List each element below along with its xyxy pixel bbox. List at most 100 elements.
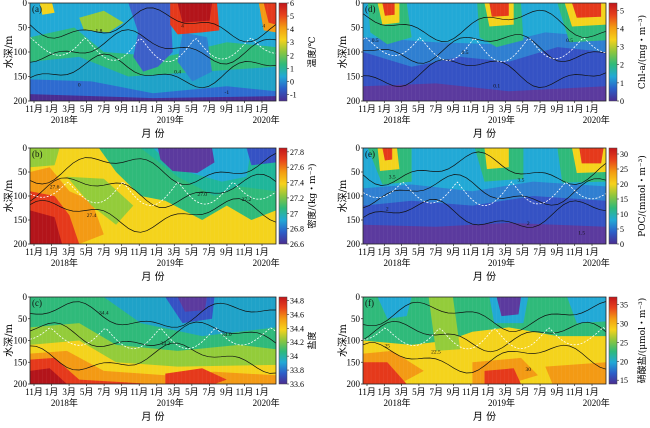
contour-label: 2 [386,206,389,212]
panel-label: (d) [365,4,376,14]
mixed-layer-line [363,36,606,63]
contour-label: 27.6 [50,184,60,190]
x-tick-label: 9月 [551,104,565,114]
x-tick-label: 1月 [481,104,495,114]
contour-label: 3.5 [389,175,396,181]
colorbar-tick-label: 5 [290,12,294,21]
y-tick-label: 100 [14,47,28,57]
contour-line [363,320,606,353]
colorbar-label: POC/(mmol・m⁻³) [637,155,648,237]
y-tick-label: 50 [351,167,361,177]
contour-label: 22.5 [431,350,441,356]
year-label: 2020年 [583,114,610,125]
colorbar-tick-label: 34.8 [290,296,304,305]
colorbar-label: 盐度 [306,331,318,349]
heatmap-region [177,3,212,23]
x-tick-label: 1月 [150,387,164,397]
colorbar-tick-label: 25 [620,338,628,347]
x-tick-label: 5月 [80,104,94,114]
heatmap-region [165,368,227,384]
contour-label: 34.4 [99,310,109,316]
contour-line [363,199,606,228]
x-tick-label: 9月 [115,247,129,257]
heatmap-region [263,3,276,25]
panel-label: (f) [365,298,374,308]
colorbar-tick-label: 34.4 [290,324,304,333]
x-tick-label: 9月 [115,387,129,397]
x-tick-label: 9月 [115,104,129,114]
x-tick-label: 7月 [533,387,547,397]
x-tick-label: 11月 [130,104,148,114]
x-tick-label: 7月 [533,104,547,114]
heatmap-region [428,297,461,351]
x-tick-label: 3月 [168,387,182,397]
heatmap-region [545,362,606,384]
contour-label: 34.2 [160,341,170,347]
contour-label: 27.4 [87,213,97,219]
contour-label: 1.5 [578,230,585,236]
y-axis-label: 水深/m [337,35,349,68]
heatmap-region [157,148,215,173]
x-tick-label: 1月 [585,104,599,114]
heatmap-region [489,3,509,17]
colorbar-tick-label: 30 [620,319,628,328]
colorbar-tick-label: 1 [290,64,294,73]
x-tick-label: 3月 [499,247,513,257]
colorbar-tick-label: 0 [620,97,624,106]
colorbar-tick-label: 34.6 [290,310,304,319]
x-tick-label: 11月 [462,387,480,397]
contour-label: 1.8 [95,28,102,34]
x-tick-label: 11月 [130,387,148,397]
x-tick-label: 11月 [462,104,480,114]
x-tick-label: 1月 [585,387,599,397]
heatmap-region [79,10,124,33]
x-axis-label: 月 份 [473,411,496,423]
contour-label: 4 [181,24,184,30]
y-axis-label: 水深/m [3,324,15,357]
colorbar-label: 密度/(kg・m⁻³) [306,163,318,228]
contour-label: 34.0 [222,332,232,338]
y-tick-label: 200 [14,379,28,389]
contour-line [30,152,276,186]
y-tick-label: 0 [23,0,28,8]
y-tick-label: 0 [356,143,361,153]
contour-label: 4 [262,24,265,30]
year-label: 2020年 [583,397,610,408]
heatmap-region [30,79,276,101]
x-tick-label: 7月 [429,104,443,114]
x-tick-label: 1月 [45,247,59,257]
colorbar-tick-label: 6 [290,0,294,8]
y-tick-label: 150 [347,215,361,225]
y-axis-label: 水深/m [3,35,15,68]
x-tick-label: 9月 [220,247,234,257]
y-tick-label: 100 [14,336,28,346]
year-label: 2019年 [488,114,515,125]
x-tick-label: 11月 [130,247,148,257]
y-tick-label: 0 [356,292,361,302]
colorbar-label: 温度/℃ [306,36,318,67]
heatmap-region [30,368,67,384]
colorbar [278,2,288,102]
colorbar-tick-label: 27.4 [290,179,304,188]
contour-line [30,198,276,233]
colorbar [278,296,288,385]
x-tick-label: 9月 [447,104,461,114]
x-tick-label: 11月 [358,104,376,114]
heatmap-field [363,297,606,384]
y-tick-label: 150 [14,357,28,367]
x-tick-label: 3月 [395,387,409,397]
heatmap-field [30,148,276,244]
contour-label: 0.1 [493,83,500,89]
y-tick-label: 100 [347,191,361,201]
x-tick-label: 11月 [236,104,254,114]
year-label: 2019年 [157,397,184,408]
colorbar-label: 硝酸盐/(μmol・m⁻³) [636,298,648,384]
heatmap-region [30,357,153,384]
year-label: 2018年 [384,257,411,268]
year-label: 2020年 [253,397,280,408]
colorbar-tick-label: 33.6 [290,380,304,389]
x-tick-label: 11月 [236,247,254,257]
